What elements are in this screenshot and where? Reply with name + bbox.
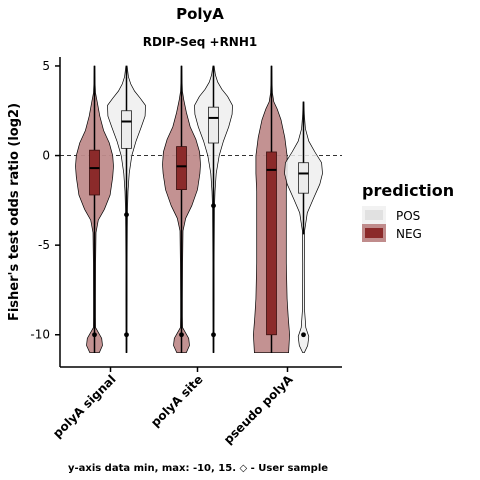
y-tick-label-1: 0 <box>42 149 50 163</box>
outlier-pos-1-1 <box>211 332 216 338</box>
y-tick-label-0: 5 <box>42 59 50 73</box>
y-tick-label-3: -10 <box>30 328 50 342</box>
box-neg-0 <box>89 149 100 196</box>
box-neg-1 <box>176 146 187 191</box>
legend-label-pos: POS <box>396 209 420 223</box>
outlier-pos-0-1 <box>124 332 129 338</box>
chart-caption: y-axis data min, max: -10, 15. ◇ - User … <box>68 463 328 474</box>
box-pos-1 <box>208 106 219 144</box>
box-neg-2 <box>266 151 277 336</box>
y-axis-ticks: 5 0 -5 -10 <box>30 59 60 342</box>
x-tick-label-0: polyA signal <box>50 372 118 440</box>
outlier-pos-0-0 <box>124 212 129 218</box>
x-tick-label-2: pseudo polyA <box>221 372 296 447</box>
legend-label-neg: NEG <box>396 227 422 241</box>
chart-subtitle: RDIP-Seq +RNH1 <box>143 35 258 49</box>
chart-title: PolyA <box>176 5 224 23</box>
legend-swatch-pos <box>365 210 383 220</box>
y-tick-label-2: -5 <box>38 238 50 252</box>
box-pos-2 <box>298 162 309 194</box>
legend-swatch-neg <box>365 228 383 238</box>
y-axis-label: Fisher's test odds ratio (log2) <box>7 103 22 321</box>
plot-area <box>60 65 342 354</box>
legend: prediction POS NEG <box>362 181 454 242</box>
x-tick-label-1: polyA site <box>148 372 206 430</box>
outlier-pos-1-0 <box>211 203 216 209</box>
outlier-neg-1-0 <box>179 332 184 338</box>
outlier-neg-0-0 <box>92 332 97 338</box>
box-pos-0 <box>121 110 132 149</box>
x-axis-ticks: polyA signal polyA site pseudo polyA <box>50 367 296 447</box>
outlier-pos-2-0 <box>301 332 306 338</box>
legend-title: prediction <box>362 181 454 200</box>
